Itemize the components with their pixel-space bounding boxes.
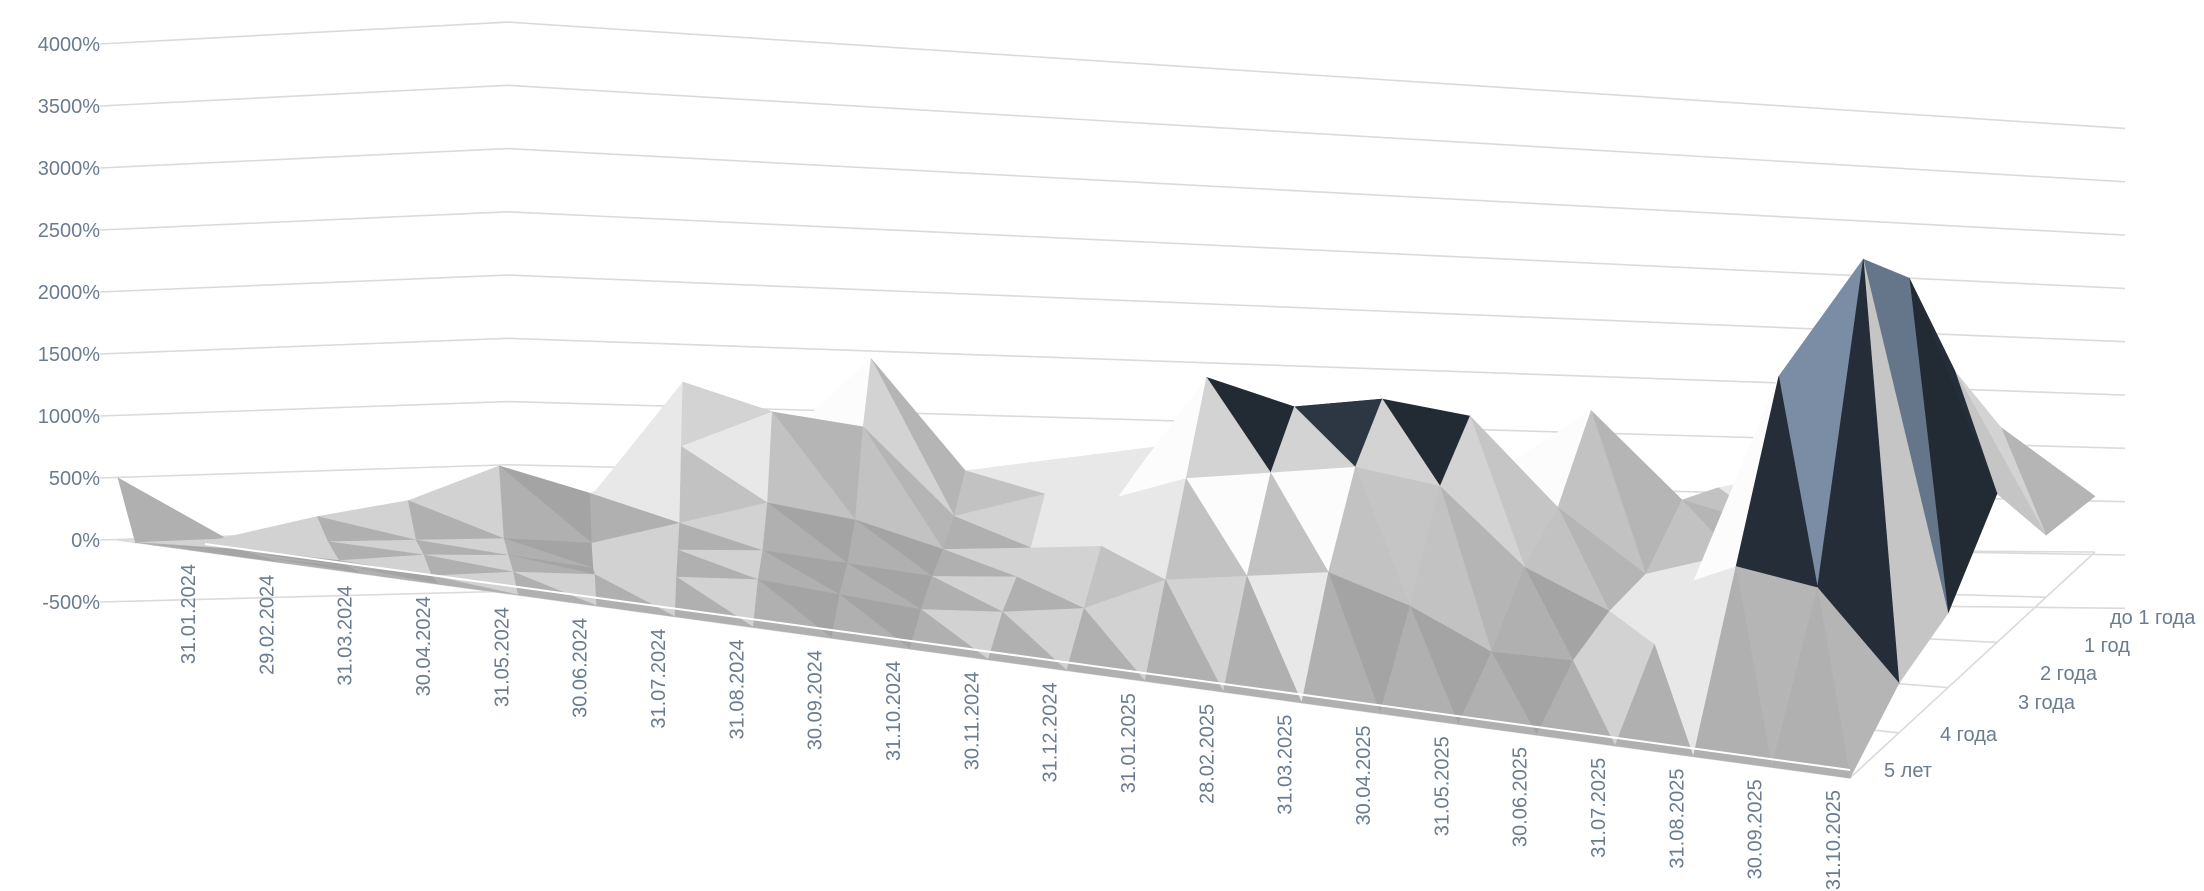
- z-tick-label: -500%: [42, 592, 100, 614]
- surface-facet: [1692, 566, 1773, 768]
- x-tick-label: 30.04.2024: [413, 596, 435, 696]
- x-tick-label: 30.06.2024: [570, 618, 592, 718]
- x-tick-label: 28.02.2025: [1196, 704, 1218, 804]
- x-tick-label: 31.07.2025: [1588, 758, 1610, 858]
- surface-facet: [1144, 579, 1224, 693]
- x-tick-label: 31.01.2024: [178, 564, 200, 664]
- z-gridline: [99, 21, 2126, 130]
- surface-facet: [269, 558, 362, 574]
- surface-facet: [431, 575, 519, 596]
- surface-facet: [1536, 660, 1616, 747]
- z-tick-label: 1500%: [38, 344, 100, 366]
- x-tick-label: 30.11.2024: [961, 672, 983, 771]
- z-tick-label: 0%: [71, 530, 100, 552]
- z-gridline: [99, 147, 2126, 236]
- surface-facet: [350, 566, 441, 585]
- x-tick-label: 31.12.2024: [1040, 682, 1062, 782]
- surface-facet: [1771, 587, 1851, 779]
- surface-facet: [1614, 643, 1694, 757]
- z-tick-label: 500%: [49, 468, 100, 490]
- surface-facet: [1457, 651, 1538, 736]
- surface-facet: [987, 611, 1068, 671]
- z-tick-label: 2000%: [38, 282, 100, 304]
- surface-facet: [1301, 571, 1381, 714]
- z-gridline: [99, 337, 2126, 396]
- x-tick-label: 31.10.2025: [1823, 790, 1845, 890]
- x-tick-label: 31.03.2025: [1275, 715, 1297, 815]
- surface-facet: [909, 608, 989, 660]
- floor-gridline: [1849, 551, 2096, 779]
- z-tick-label: 2500%: [38, 220, 100, 242]
- y-tick-label: 1 год: [2084, 635, 2130, 657]
- z-tick-label: 1000%: [38, 406, 100, 428]
- surface-facet: [1222, 575, 1303, 704]
- surface-facet: [674, 576, 754, 628]
- z-gridline: [99, 210, 2126, 290]
- y-tick-label: 3 года: [2018, 692, 2076, 714]
- surface-facet: [594, 574, 676, 617]
- z-gridline: [99, 274, 2126, 343]
- surface-facet: [117, 477, 228, 543]
- y-tick-label: 4 года: [1940, 724, 1998, 746]
- surface-facet: [1066, 607, 1146, 682]
- y-tick-label: 2 года: [2040, 663, 2098, 685]
- x-tick-label: 31.05.2024: [491, 607, 513, 707]
- x-tick-label: 31.07.2024: [648, 629, 670, 729]
- surface-layer: [117, 258, 2096, 779]
- x-tick-label: 30.09.2025: [1745, 779, 1767, 879]
- x-tick-label: 31.05.2025: [1431, 736, 1453, 836]
- x-tick-label: 29.02.2024: [256, 575, 278, 675]
- y-tick-label: 5 лет: [1884, 760, 1932, 782]
- y-tick-label: до 1 года: [2110, 607, 2196, 629]
- surface-facet: [1379, 605, 1459, 725]
- surface-facet: [831, 594, 912, 650]
- x-tick-label: 31.03.2024: [335, 586, 357, 686]
- z-tick-label: 3000%: [38, 158, 100, 180]
- x-tick-label: 31.08.2024: [726, 639, 748, 739]
- x-tick-label: 30.09.2024: [805, 650, 827, 750]
- surface-facet: [226, 516, 329, 543]
- surface-facet: [752, 579, 833, 639]
- axis-labels: -500% 0% 500% 1000% 1500% 2000% 2500% 3000% 3500…: [38, 34, 2197, 890]
- z-tick-label: 4000%: [38, 34, 100, 56]
- z-gridline: [99, 84, 2126, 183]
- x-tick-label: 30.06.2025: [1510, 747, 1532, 847]
- x-tick-label: 31.08.2025: [1666, 768, 1688, 868]
- surface-front-edge: [204, 543, 1851, 771]
- x-tick-label: 31.10.2024: [883, 661, 905, 761]
- x-tick-label: 30.04.2025: [1353, 725, 1375, 825]
- x-tick-label: 31.01.2025: [1118, 693, 1140, 793]
- z-tick-label: 3500%: [38, 96, 100, 118]
- surface-facet: [187, 549, 284, 564]
- surface-facet: [513, 571, 597, 607]
